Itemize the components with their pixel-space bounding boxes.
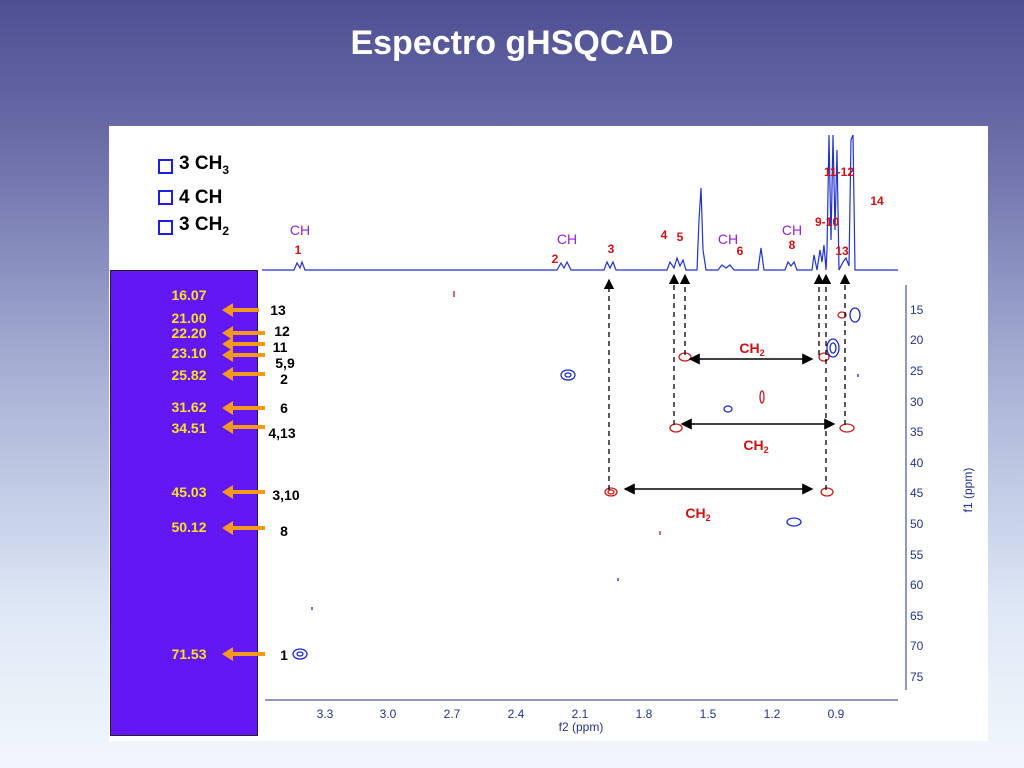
ch2-label: CH2 [739, 340, 764, 358]
checkbox-icon [158, 159, 173, 175]
svg-text:3.0: 3.0 [380, 707, 397, 721]
contour-peak [837, 311, 847, 319]
contour-peak [818, 352, 830, 362]
svg-text:40: 40 [910, 456, 924, 470]
svg-text:0.9: 0.9 [828, 707, 845, 721]
contour-peak [296, 651, 304, 657]
shift-value: 31.62 [171, 399, 206, 415]
peak-label: 11-12 [824, 165, 854, 179]
svg-text:2.4: 2.4 [508, 707, 525, 721]
contours-blue [292, 307, 861, 660]
shift-value: 71.53 [171, 646, 206, 662]
svg-text:3.3: 3.3 [317, 707, 334, 721]
contour-peak [564, 372, 572, 378]
contour-peak [826, 338, 840, 358]
shift-value: 21.00 [171, 310, 206, 326]
ch2-label: CH2 [685, 505, 710, 523]
svg-text:75: 75 [910, 670, 924, 684]
proton-spectrum-trace [262, 134, 898, 271]
peak-label: 6 [737, 244, 744, 258]
guide-lines [603, 273, 851, 490]
shift-value: 22.20 [171, 325, 206, 341]
peak-label: 3 [608, 242, 615, 256]
y-axis-label: f1 (ppm) [961, 468, 975, 513]
checkbox-icon [158, 189, 173, 205]
contour-peak [607, 489, 615, 495]
carbon-label: 13 [270, 302, 286, 318]
x-tick-labels: 3.3 3.0 2.7 2.4 2.1 1.8 1.5 1.2 0.9 [317, 707, 845, 721]
svg-text:15: 15 [910, 303, 924, 317]
contour-peak [292, 648, 308, 660]
peak-label: 1 [295, 243, 302, 257]
carbon-label: 11 [273, 339, 288, 355]
shift-value: 34.51 [171, 420, 206, 436]
ch-label: CH [782, 222, 802, 238]
contour-peak [829, 342, 837, 354]
ch2-label: CH2 [743, 437, 768, 455]
carbon-label: 5,9 [275, 355, 295, 371]
legend-item-ch3: 3 CH3 [158, 150, 229, 184]
y-tick-labels: 15 20 25 30 35 40 45 50 55 60 65 70 75 [910, 303, 924, 684]
contour-peak [839, 423, 855, 433]
svg-text:25: 25 [910, 364, 924, 378]
shift-arrows [222, 303, 265, 661]
contours-red [453, 291, 855, 535]
peak-label: 9-10 [815, 215, 839, 229]
carbon-label: 2 [280, 371, 288, 387]
peak-label: 14 [870, 194, 884, 208]
peak-label: 13 [835, 244, 849, 258]
shift-value: 25.82 [171, 367, 206, 383]
peak-label: 5 [677, 230, 684, 244]
contour-peak [786, 517, 802, 527]
contour-peak [723, 405, 733, 413]
contour-peak [669, 423, 683, 433]
svg-text:2.7: 2.7 [444, 707, 461, 721]
carbon-label: 4,13 [268, 425, 295, 441]
peak-label: 8 [789, 238, 796, 252]
legend-item-ch: 4 CH [158, 184, 229, 211]
shift-column [110, 270, 258, 736]
carbon-label: 1 [280, 647, 288, 663]
legend: 3 CH3 4 CH 3 CH2 [158, 150, 229, 245]
peak-label: 2 [552, 252, 559, 266]
carbon-label: 6 [280, 400, 288, 416]
svg-text:1.8: 1.8 [636, 707, 653, 721]
carbon-label: 3,10 [272, 487, 299, 503]
svg-text:45: 45 [910, 486, 924, 500]
svg-text:20: 20 [910, 333, 924, 347]
svg-text:55: 55 [910, 548, 924, 562]
contour-peak [820, 487, 834, 497]
svg-text:1.5: 1.5 [700, 707, 717, 721]
ch-label: CH [718, 231, 738, 247]
carbon-label: 12 [274, 323, 290, 339]
contour-peak [759, 390, 765, 404]
contour-peak [849, 307, 861, 323]
x-axis-label: f2 (ppm) [559, 720, 604, 734]
peak-label: 4 [661, 228, 668, 242]
svg-text:70: 70 [910, 639, 924, 653]
legend-item-ch2: 3 CH2 [158, 211, 229, 245]
svg-text:30: 30 [910, 395, 924, 409]
svg-text:65: 65 [910, 609, 924, 623]
svg-text:1.2: 1.2 [764, 707, 781, 721]
shift-value: 50.12 [171, 519, 206, 535]
svg-text:60: 60 [910, 578, 924, 592]
slide-title: Espectro gHSQCAD [350, 24, 674, 62]
svg-text:35: 35 [910, 425, 924, 439]
svg-text:50: 50 [910, 517, 924, 531]
carbon-label: 8 [280, 523, 288, 539]
contour-peak [560, 369, 576, 381]
svg-text:2.1: 2.1 [572, 707, 589, 721]
contour-peak [604, 487, 618, 497]
checkbox-icon [158, 220, 173, 236]
ch2-correlation-arrows [623, 353, 836, 495]
shift-value: 16.07 [171, 287, 206, 303]
ch-label: CH [557, 231, 577, 247]
shift-value: 23.10 [171, 345, 206, 361]
ch-label: CH [290, 222, 310, 238]
shift-value: 45.03 [171, 484, 206, 500]
